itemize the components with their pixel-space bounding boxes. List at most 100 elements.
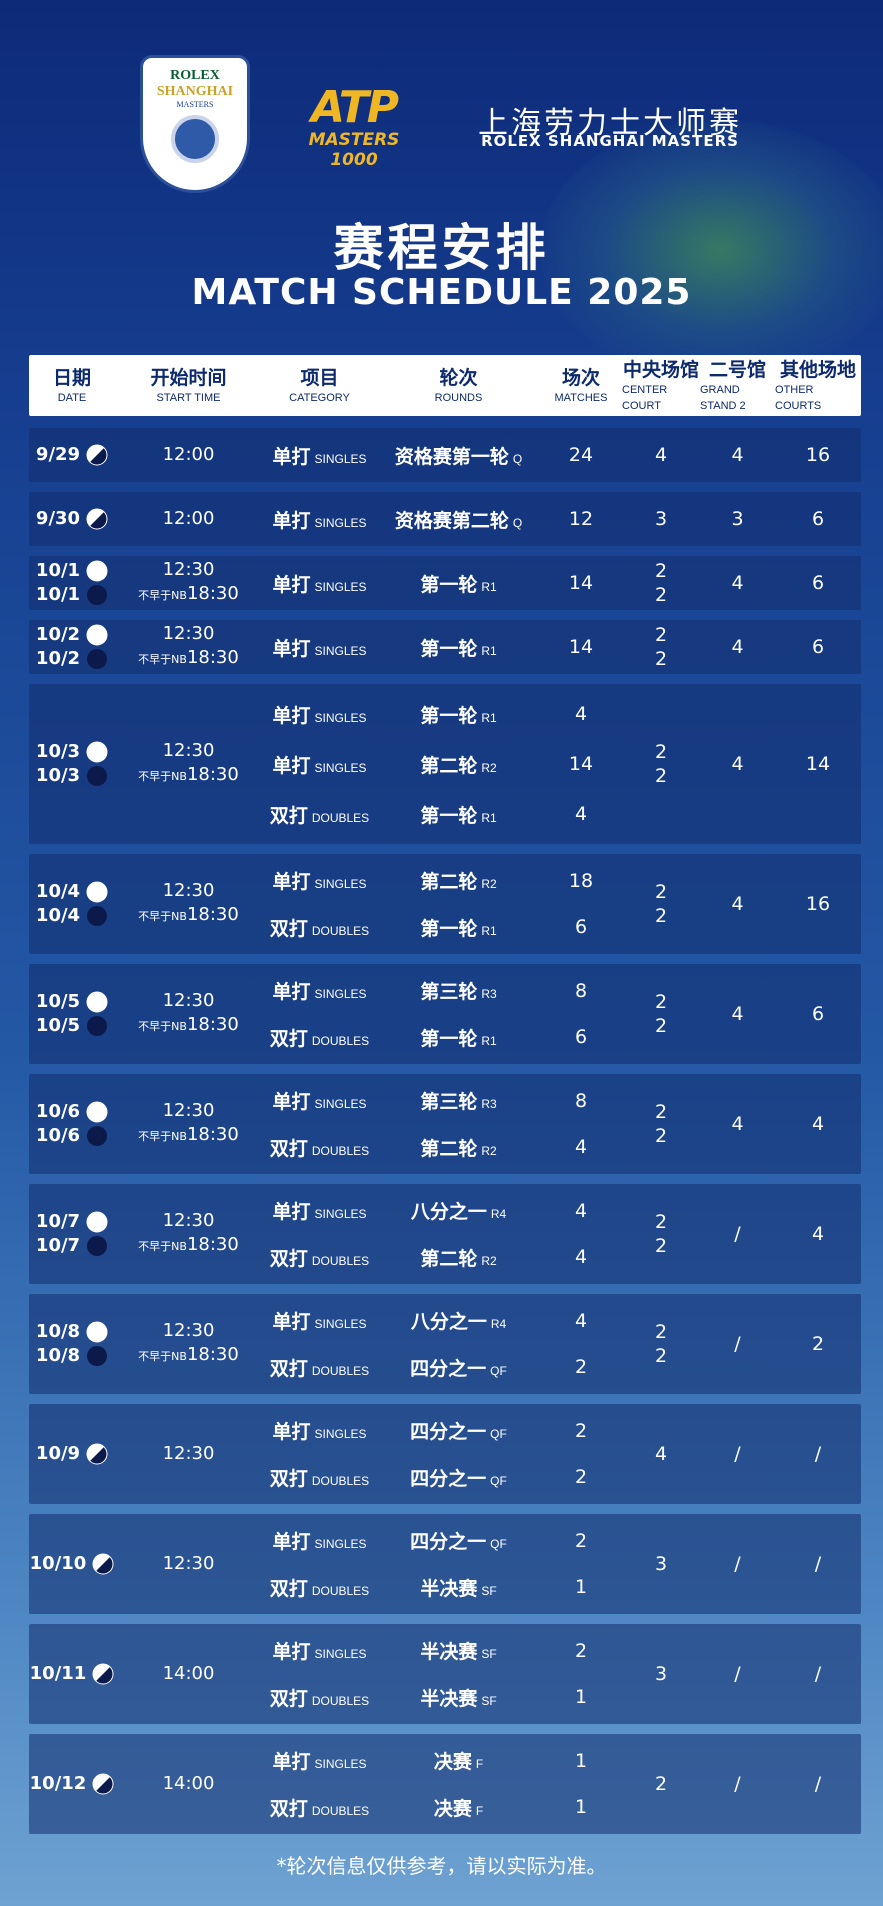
date: 10/1 [35,584,81,605]
date-line: 10/7 [36,1210,108,1234]
time-line: 12:30 [163,1209,215,1233]
time-line: 12:30 [163,1319,215,1343]
category: 单打 SINGLES [262,1637,377,1664]
date-line: 10/7 [36,1234,108,1258]
other-courts-cell: / [775,1514,861,1614]
matches: 12 [568,508,594,530]
date-line: 10/1 [36,583,108,607]
round: 第二轮 R2 [377,867,540,894]
round: 第一轮 R1 [377,801,540,828]
event-line: 单打 SINGLES 第三轮 R3 8 [262,971,622,1011]
category-en: DOUBLES [311,1803,370,1818]
schedule-row: 10/9 12:30 单打 SINGLES 四分之一 QF 2 双打 DOUBLES 四分之一 QF… [29,1404,861,1504]
category-zh: 双打 [269,1027,308,1050]
center-court-cell: 4 [622,1404,700,1504]
category-en: SINGLES [314,877,367,892]
category-zh: 单打 [272,704,311,727]
start-time: 12:30 [162,1210,215,1231]
category: 单打 SINGLES [262,867,377,894]
category: 单打 SINGLES [262,1527,377,1554]
schedule-row: 10/5 10/5 12:30 不早于NB18:30 单打 SINGLES 第三轮 R3 8 双打… [29,964,861,1064]
center-court-count: 2 [654,905,668,927]
matches: 4 [574,703,588,725]
round-en: R1 [481,710,497,725]
category-zh: 单打 [272,1531,311,1554]
center-court-count: 2 [654,584,668,606]
time-cell: 12:30 [115,1404,262,1504]
grand-stand-count: 4 [731,444,744,466]
column-header: 二号馆 GRAND STAND 2 [700,355,775,416]
category: 双打 DOUBLES [262,1134,377,1161]
events: 单打 SINGLES 八分之一 R4 4 双打 DOUBLES 第二轮 R2 4 [262,1184,622,1284]
date: 10/6 [35,1101,81,1122]
category-zh: 单打 [272,1311,311,1334]
start-time: 12:30 [162,740,215,761]
time-note: 不早于NB [138,1240,187,1253]
column-header-zh: 中央场馆 [622,358,699,381]
time-cell: 12:30 不早于NB18:30 [115,964,262,1064]
date-line: 10/4 [36,880,108,904]
date: 10/5 [35,1015,81,1036]
round: 半决赛 SF [377,1637,540,1664]
other-courts-count: 6 [811,636,825,658]
other-courts-cell: 4 [775,1184,861,1284]
start-time: 18:30 [186,1014,239,1035]
matches: 6 [574,1026,588,1049]
center-court-count: 2 [654,741,668,763]
round-zh: 第一轮 [420,573,478,596]
matches: 2 [574,1466,588,1489]
other-courts-count: 6 [811,572,825,594]
round-zh: 四分之一 [410,1421,487,1444]
round-zh: 第一轮 [420,637,478,660]
category: 双打 DOUBLES [262,1794,377,1821]
grand-stand-count: / [734,1663,741,1685]
date-line: 10/4 [36,904,108,928]
subtitle: MATCH SCHEDULE 2025 [191,272,692,313]
round-zh: 第一轮 [420,704,478,727]
category-zh: 双打 [269,1137,308,1160]
center-court-count: 4 [654,1443,668,1465]
round-zh: 半决赛 [420,1641,478,1664]
round-en: SF [481,1583,497,1598]
round-en: QF [490,1537,507,1552]
split-icon [86,508,108,530]
category: 单打 SINGLES [262,634,377,661]
round-en: QF [490,1473,507,1488]
start-time: 12:00 [162,444,215,465]
time-cell: 14:00 [115,1734,262,1834]
round-en: R1 [481,923,497,938]
grand-stand-count: 4 [731,753,744,775]
date-line: 10/5 [36,990,108,1014]
category-en: DOUBLES [311,1583,370,1598]
date: 9/30 [35,508,81,529]
other-courts-cell: 2 [775,1294,861,1394]
grand-stand-count: 4 [731,1113,744,1135]
category-zh: 单打 [272,637,311,660]
category-en: SINGLES [314,643,367,658]
category: 单打 SINGLES [262,1197,377,1224]
category-zh: 单打 [272,1201,311,1224]
night-icon [87,649,108,669]
column-header: 场次 MATCHES [540,355,622,416]
events: 单打 SINGLES 四分之一 QF 2 双打 DOUBLES 四分之一 QF 2 [262,1404,622,1504]
column-header-en: DATE [57,391,87,404]
schedule-row: 9/30 12:00 单打 SINGLES 资格赛第二轮 Q 12 3 3 6 [29,492,861,546]
round-en: R1 [481,1033,497,1048]
date-cell: 10/2 10/2 [29,620,115,674]
matches: 8 [574,1089,588,1112]
time-cell: 12:30 不早于NB18:30 [115,854,262,954]
grand-stand-cell: / [700,1184,775,1284]
date: 10/1 [35,560,81,581]
center-court-count: 3 [654,1553,668,1575]
round: 资格赛第一轮 Q [377,442,540,469]
date-cell: 9/30 [29,492,115,546]
date: 10/2 [35,648,81,669]
day-icon [86,560,108,582]
matches: 2 [574,1419,588,1442]
category-en: DOUBLES [311,1473,370,1488]
round: 四分之一 QF [377,1464,540,1491]
grand-stand-cell: 4 [700,1074,775,1174]
atp-logo: ATP MASTERS 1000 [286,86,422,171]
